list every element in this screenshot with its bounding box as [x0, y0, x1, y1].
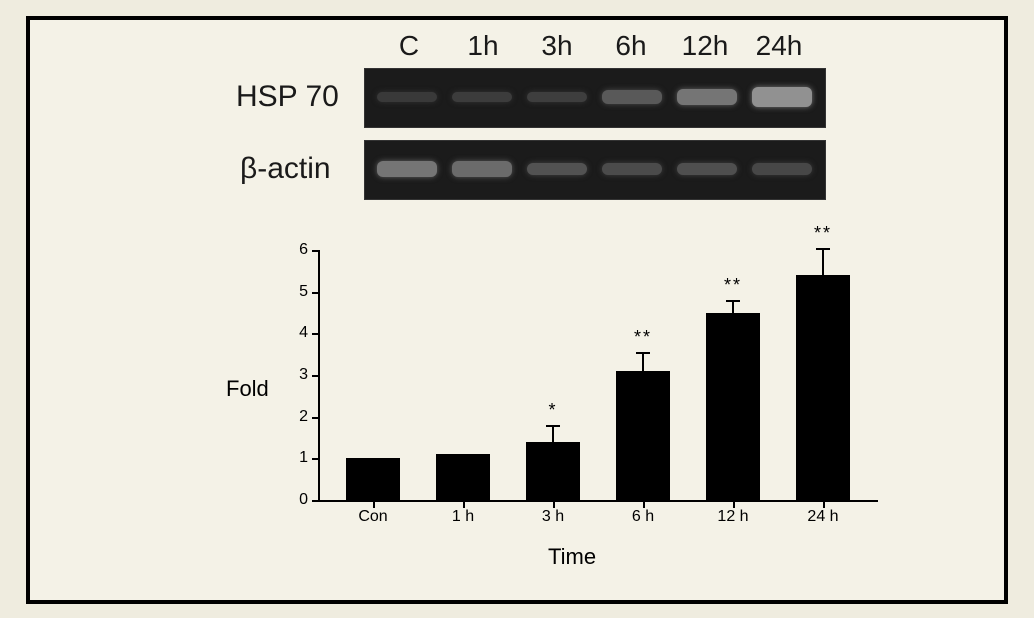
chart-ytick: [312, 333, 320, 335]
chart-xtick: [553, 500, 555, 508]
chart-ylabel: Fold: [226, 376, 269, 402]
chart-yticklabel: 2: [290, 408, 308, 426]
gel-band: [527, 163, 587, 176]
chart-xticklabel: 1 h: [428, 508, 498, 526]
gel-band: [527, 92, 587, 103]
chart-yticklabel: 1: [290, 449, 308, 467]
figure-frame: C 1h 3h 6h 12h 24h HSP 70 β-actin Fold T…: [26, 16, 1008, 604]
chart-ytick: [312, 417, 320, 419]
chart-significance: **: [616, 327, 670, 348]
gel-band: [602, 163, 662, 175]
chart-xticklabel: 3 h: [518, 508, 588, 526]
gel-band: [377, 161, 437, 178]
gel-band: [752, 87, 812, 107]
chart-errorcap: [636, 352, 650, 354]
chart-errorbar: [822, 250, 824, 275]
chart-bar: [706, 313, 760, 501]
chart-significance: *: [526, 400, 580, 421]
gel-band: [452, 161, 512, 177]
chart-xticklabel: 6 h: [608, 508, 678, 526]
chart-xtick: [733, 500, 735, 508]
gel-band: [452, 92, 512, 102]
gel-band: [602, 90, 662, 104]
gel-blot-beta-actin: [364, 140, 826, 200]
chart-errorcap: [816, 248, 830, 250]
chart-ytick: [312, 250, 320, 252]
figure-panel: C 1h 3h 6h 12h 24h HSP 70 β-actin Fold T…: [0, 0, 1034, 618]
gel-band: [677, 163, 737, 175]
chart-xtick: [643, 500, 645, 508]
chart-xtick: [463, 500, 465, 508]
chart-bar: [436, 454, 490, 500]
gel-row-label-hsp70: HSP 70: [236, 80, 339, 114]
chart-xtick: [373, 500, 375, 508]
chart-bar: [346, 458, 400, 500]
chart-errorcap: [726, 300, 740, 302]
chart-ytick: [312, 375, 320, 377]
chart-errorcap: [546, 425, 560, 427]
chart-xticklabel: 12 h: [698, 508, 768, 526]
chart-yticklabel: 6: [290, 241, 308, 259]
chart-errorbar: [732, 302, 734, 312]
chart-xticklabel: Con: [338, 508, 408, 526]
chart-yticklabel: 4: [290, 324, 308, 342]
gel-row-label-beta-actin: β-actin: [240, 152, 331, 186]
chart-bar: [796, 275, 850, 500]
lane-label: 1h: [446, 30, 520, 62]
chart-ytick: [312, 500, 320, 502]
chart-xlabel: Time: [548, 544, 596, 570]
gel-band: [752, 163, 812, 175]
chart-bar: [616, 371, 670, 500]
chart-errorbar: [552, 427, 554, 442]
chart-yticklabel: 0: [290, 491, 308, 509]
chart-yticklabel: 3: [290, 366, 308, 384]
gel-band: [377, 92, 437, 102]
gel-band: [677, 89, 737, 106]
gel-lane-header: C 1h 3h 6h 12h 24h: [372, 30, 816, 62]
chart-bar: [526, 442, 580, 500]
chart-xtick: [823, 500, 825, 508]
chart-xaxis: [318, 500, 878, 502]
lane-label: 6h: [594, 30, 668, 62]
chart-significance: **: [796, 223, 850, 244]
fold-bar-chart: Fold Time 0123456Con1 h*3 h**6 h**12 h**…: [288, 250, 898, 550]
lane-label: 24h: [742, 30, 816, 62]
chart-xticklabel: 24 h: [788, 508, 858, 526]
gel-blot-hsp70: [364, 68, 826, 128]
lane-label: 3h: [520, 30, 594, 62]
lane-label: 12h: [668, 30, 742, 62]
chart-errorbar: [642, 354, 644, 371]
lane-label: C: [372, 30, 446, 62]
chart-yticklabel: 5: [290, 283, 308, 301]
chart-ytick: [312, 458, 320, 460]
chart-ytick: [312, 292, 320, 294]
chart-significance: **: [706, 275, 760, 296]
